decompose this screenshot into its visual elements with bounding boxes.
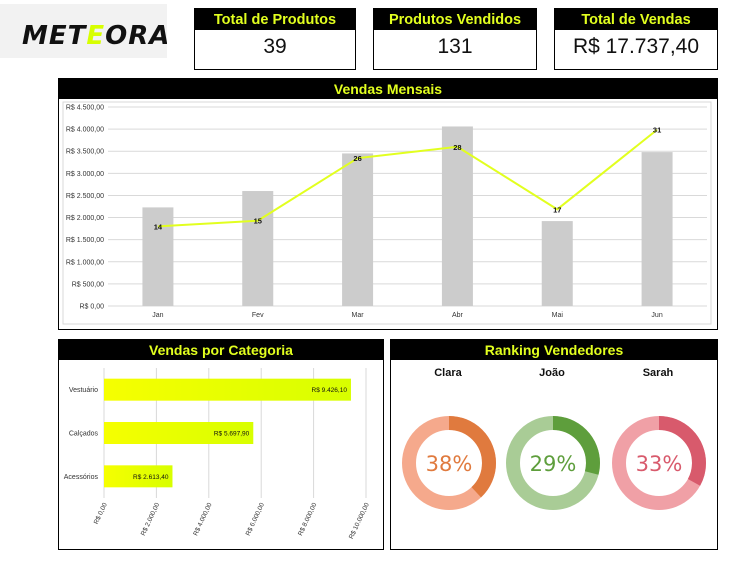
data-label: 28 xyxy=(453,143,461,152)
x-tick-label: R$ 10.000,00 xyxy=(348,502,371,541)
data-label: R$ 2.613,40 xyxy=(133,474,169,481)
data-label: R$ 5.697,90 xyxy=(214,431,250,438)
kpi-label: Total de Vendas xyxy=(555,9,717,30)
bar xyxy=(641,152,673,306)
y-tick-label: R$ 500,00 xyxy=(72,281,104,288)
donut-percent-label: 33% xyxy=(636,452,683,476)
panel-vendas-categoria: Vendas por Categoria R$ 0,00 R$ 2.000,00 R… xyxy=(58,339,384,550)
kpi-total-produtos: Total de Produtos 39 xyxy=(194,8,356,70)
bar xyxy=(104,422,254,444)
logo-text-highlight: E xyxy=(86,21,105,51)
monthly-sales-chart: R$ 0,00 R$ 500,00 R$ 1.000,00 R$ 1.500,00 R$… xyxy=(62,101,712,325)
bar xyxy=(142,207,174,306)
x-tick-label: R$ 2.000,00 xyxy=(140,502,161,537)
x-tick-label: Jan xyxy=(152,312,163,319)
y-tick-label: R$ 3.500,00 xyxy=(66,149,104,156)
bar xyxy=(242,191,274,306)
x-tick-label: Fev xyxy=(252,312,264,319)
data-label: R$ 9.426,10 xyxy=(312,387,348,394)
seller-donut-charts: 38% 29% 33% xyxy=(402,416,706,510)
y-tick-label: Vestuário xyxy=(69,387,98,394)
kpi-value: R$ 17.737,40 xyxy=(572,35,700,58)
kpi-label: Produtos Vendidos xyxy=(374,9,536,30)
bar xyxy=(104,378,351,401)
y-tick-label: R$ 1.000,00 xyxy=(66,259,104,266)
panel-vendas-mensais: Vendas Mensais R$ 0,00 R$ 500,00 R$ 1.000,… xyxy=(58,78,718,330)
plot-frame xyxy=(62,101,712,325)
bar xyxy=(342,153,374,306)
x-tick-label: Jun xyxy=(651,312,662,319)
seller-name-clara: Clara xyxy=(434,367,462,379)
data-label: 31 xyxy=(653,126,661,135)
y-tick-label: R$ 2.500,00 xyxy=(66,193,104,200)
y-tick-label: Calçados xyxy=(69,431,99,438)
logo-graphic: METEORA xyxy=(22,21,167,51)
y-tick-label: R$ 4.000,00 xyxy=(66,127,104,134)
x-tick-label: Abr xyxy=(452,312,464,319)
sales-count-line xyxy=(157,128,658,228)
logo-text-before: MET xyxy=(22,21,88,51)
x-tick-label: R$ 4.000,00 xyxy=(192,502,213,537)
kpi-value: 131 xyxy=(437,35,473,58)
donut-slice xyxy=(612,416,706,510)
svg-text:METEORA: METEORA xyxy=(22,21,167,51)
bar xyxy=(541,221,573,306)
y-tick-label: Acessórios xyxy=(64,474,99,481)
y-tick-label: R$ 1.500,00 xyxy=(66,237,104,244)
kpi-total-vendas: Total de Vendas R$ 17.737,40 xyxy=(554,8,718,70)
donut-percent-label: 38% xyxy=(426,452,473,476)
panel-ranking-vendedores: Ranking Vendedores Clara João Sarah 38% 2… xyxy=(390,339,718,550)
category-sales-chart: R$ 0,00 R$ 2.000,00 R$ 4.000,00 R$ 6.000,00… xyxy=(64,368,371,541)
x-tick-label: R$ 8.000,00 xyxy=(297,502,318,537)
data-label: 17 xyxy=(553,205,561,214)
bar xyxy=(441,126,473,306)
y-tick-label: R$ 0,00 xyxy=(79,304,104,311)
donut-slice xyxy=(402,416,496,510)
data-label: 15 xyxy=(254,217,262,226)
donut-percent-label: 29% xyxy=(530,452,577,476)
data-label: 14 xyxy=(154,222,163,231)
x-tick-label: R$ 6.000,00 xyxy=(245,502,266,537)
y-tick-label: R$ 2.000,00 xyxy=(66,215,104,222)
logo-text-after: ORA xyxy=(105,21,167,51)
logo: METEORA xyxy=(0,4,167,58)
seller-name-sarah: Sarah xyxy=(642,367,674,379)
y-tick-label: R$ 3.000,00 xyxy=(66,171,104,178)
x-tick-label: Mai xyxy=(552,312,564,319)
x-tick-label: Mar xyxy=(352,312,365,319)
bar xyxy=(104,465,173,488)
chart-title: Vendas Mensais xyxy=(59,79,717,99)
donut-slice xyxy=(506,416,600,510)
data-label: 26 xyxy=(353,154,361,163)
seller-name-joao: João xyxy=(539,367,565,379)
kpi-produtos-vendidos: Produtos Vendidos 131 xyxy=(373,8,537,70)
kpi-label: Total de Produtos xyxy=(195,9,355,30)
y-tick-label: R$ 4.500,00 xyxy=(66,105,104,112)
chart-title: Vendas por Categoria xyxy=(59,340,383,360)
kpi-value: 39 xyxy=(263,35,287,58)
chart-title: Ranking Vendedores xyxy=(391,340,717,360)
x-tick-label: R$ 0,00 xyxy=(93,502,109,526)
